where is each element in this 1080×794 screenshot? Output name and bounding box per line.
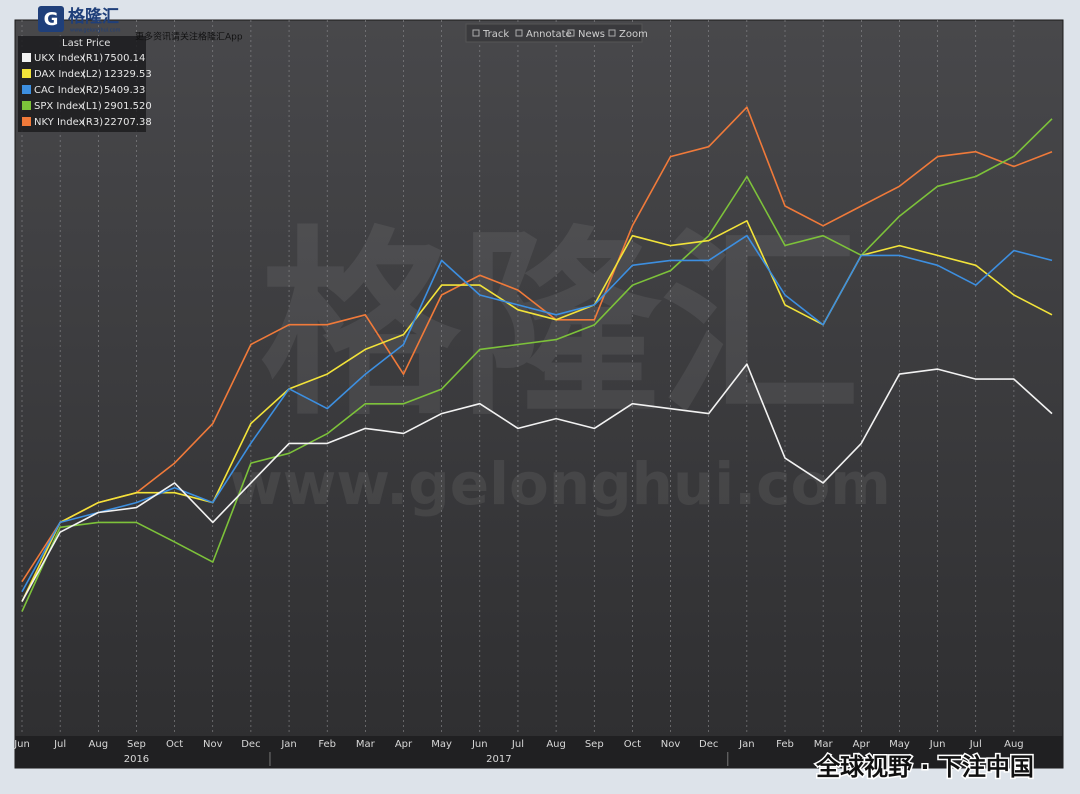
- legend-last-price: 7500.14: [104, 53, 145, 64]
- legend-swatch: [22, 69, 31, 78]
- toolbar: Track Annotate News Zoom: [465, 23, 648, 43]
- x-axis-band: [15, 736, 1063, 768]
- logo-letter: G: [44, 9, 59, 30]
- x-tick-label: Jun: [929, 739, 946, 750]
- x-tick-label: Aug: [1004, 739, 1024, 750]
- x-tick-label: Jun: [471, 739, 488, 750]
- legend-axis: (R1): [82, 53, 103, 64]
- x-tick-label: Aug: [89, 739, 109, 750]
- x-tick-label: Feb: [776, 739, 794, 750]
- x-tick-label: May: [889, 739, 910, 750]
- x-tick-label: Dec: [699, 739, 718, 750]
- logo-text: 格隆汇: [68, 6, 119, 27]
- x-tick-label: Nov: [203, 739, 223, 750]
- legend-axis: (R3): [82, 117, 103, 128]
- x-tick-label: May: [431, 739, 452, 750]
- year-label: 2016: [124, 754, 149, 765]
- legend-name: SPX Index: [34, 101, 84, 112]
- legend-last-price: 5409.33: [104, 85, 145, 96]
- watermark-logo: 格隆汇: [260, 210, 860, 443]
- x-tick-label: Apr: [853, 739, 871, 750]
- x-tick-label: Jun: [13, 739, 30, 750]
- legend-last-price: 12329.53: [104, 69, 152, 80]
- year-label: 2017: [486, 754, 511, 765]
- x-tick-label: Jul: [969, 739, 982, 750]
- x-axis: Jun Jul Aug Sep Oct Nov Dec Jan Feb Mar Apr May Jun J…: [13, 739, 1024, 766]
- x-tick-label: Jul: [53, 739, 66, 750]
- toolbar-icon: [608, 29, 616, 37]
- toolbar-bg: [465, 23, 643, 43]
- logo-icon: [38, 6, 64, 32]
- toolbar-icon: [472, 29, 480, 37]
- x-tick-label: Jan: [738, 739, 754, 750]
- grid: [21, 20, 1015, 735]
- x-tick-label: Mar: [814, 739, 834, 750]
- legend-swatch: [22, 101, 31, 110]
- toolbar-icon: [567, 29, 575, 37]
- x-tick-label: Mar: [356, 739, 376, 750]
- series-line: [21, 118, 1053, 612]
- legend-last-price: 22707.38: [104, 117, 152, 128]
- toolbar-button[interactable]: Track: [482, 29, 509, 40]
- watermark-site: www.gelonghui.com: [229, 450, 891, 518]
- legend-title: Last Price: [62, 38, 110, 49]
- legend-axis: (R2): [82, 85, 103, 96]
- x-tick-label: Apr: [395, 739, 413, 750]
- legend: UKX Index(R1) 7500.14 DAX Index(L2) 12329.5…: [22, 53, 152, 128]
- toolbar-button[interactable]: News: [578, 29, 605, 40]
- x-tick-label: Jan: [280, 739, 296, 750]
- legend-name: UKX Index: [34, 53, 86, 64]
- series-line: [21, 363, 1053, 602]
- legend-name: CAC Index: [34, 85, 85, 96]
- legend-swatch: [22, 85, 31, 94]
- legend-axis: (L2): [82, 69, 102, 80]
- x-tick-label: Dec: [241, 739, 260, 750]
- slogan: 全球视野 · 下注中国: [815, 753, 1034, 781]
- x-tick-label: Oct: [624, 739, 641, 750]
- legend-axis: (L1): [82, 101, 102, 112]
- logo-site: www.gelonghui.com: [70, 28, 121, 34]
- promo-text: 更多资讯请关注格隆汇App: [135, 31, 243, 43]
- legend-swatch: [22, 117, 31, 126]
- x-tick-label: Jul: [511, 739, 524, 750]
- x-tick-label: Feb: [318, 739, 336, 750]
- legend-box: [18, 36, 146, 132]
- series-line: [21, 234, 1053, 593]
- watermark: 格隆汇 www.gelonghui.com: [229, 210, 891, 518]
- toolbar-button[interactable]: Annotate: [526, 29, 572, 40]
- legend-name: NKY Index: [34, 117, 85, 128]
- toolbar-icon: [515, 29, 523, 37]
- legend-name: DAX Index: [34, 69, 86, 80]
- x-tick-label: Sep: [127, 739, 146, 750]
- series-line: [21, 106, 1053, 583]
- plot-lines: [21, 106, 1053, 612]
- x-tick-label: Nov: [661, 739, 681, 750]
- toolbar-button[interactable]: Zoom: [619, 29, 648, 40]
- x-tick-label: Aug: [546, 739, 566, 750]
- x-tick-label: Oct: [166, 739, 183, 750]
- legend-last-price: 2901.520: [104, 101, 152, 112]
- series-line: [21, 220, 1053, 602]
- x-tick-label: Sep: [585, 739, 604, 750]
- legend-swatch: [22, 53, 31, 62]
